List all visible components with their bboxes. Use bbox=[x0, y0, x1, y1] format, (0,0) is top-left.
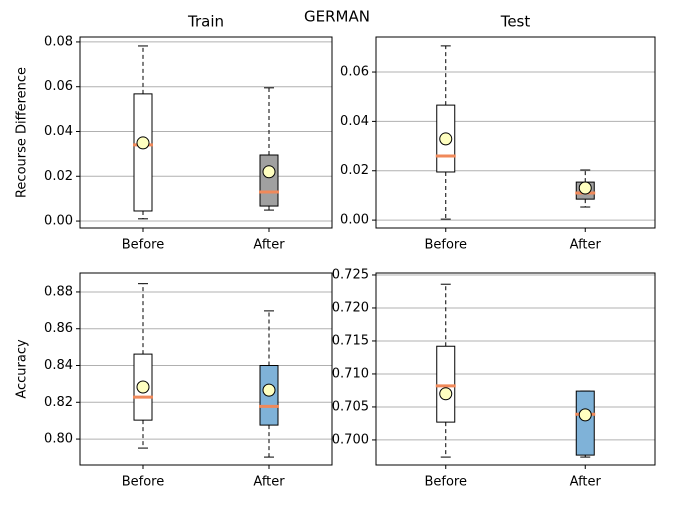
mean bbox=[439, 132, 453, 146]
y-tick-label: 0.04 bbox=[44, 124, 73, 139]
y-tick-label: 0.705 bbox=[332, 399, 369, 414]
axes-frame bbox=[79, 272, 333, 466]
mean bbox=[439, 387, 453, 401]
box bbox=[436, 345, 456, 423]
y-tick-label: 0.715 bbox=[332, 333, 369, 348]
x-tick-label: After bbox=[570, 238, 602, 253]
y-tick-label: 0.84 bbox=[44, 358, 73, 373]
panel-title: Test bbox=[500, 13, 531, 31]
y-tick-label: 0.82 bbox=[44, 395, 73, 410]
x-tick-label: Before bbox=[122, 238, 165, 253]
y-tick-label: 0.700 bbox=[332, 432, 369, 447]
figure-title: GERMAN bbox=[304, 8, 370, 26]
mean bbox=[578, 181, 592, 195]
panel-title: Train bbox=[187, 13, 224, 31]
y-tick-label: 0.00 bbox=[340, 213, 369, 228]
y-tick-label: 0.720 bbox=[332, 300, 369, 315]
axes-frame bbox=[375, 36, 656, 229]
box bbox=[259, 154, 279, 207]
y-tick-label: 0.00 bbox=[44, 214, 73, 229]
x-tick-label: After bbox=[253, 475, 285, 490]
y-tick-label: 0.08 bbox=[44, 34, 73, 49]
mean bbox=[262, 383, 276, 397]
x-tick-label: Before bbox=[122, 475, 165, 490]
mean bbox=[136, 136, 150, 150]
y-tick-label: 0.04 bbox=[340, 114, 369, 129]
x-tick-label: Before bbox=[424, 475, 467, 490]
axes-frame bbox=[79, 36, 333, 229]
y-tick-label: 0.710 bbox=[332, 366, 369, 381]
mean bbox=[136, 380, 150, 394]
axes-frame bbox=[375, 272, 656, 466]
box bbox=[133, 93, 153, 212]
y-tick-label: 0.02 bbox=[340, 163, 369, 178]
y-tick-label: 0.02 bbox=[44, 169, 73, 184]
y-axis-label: Accuracy bbox=[15, 339, 30, 399]
y-tick-label: 0.06 bbox=[44, 79, 73, 94]
mean bbox=[578, 408, 592, 422]
mean bbox=[262, 165, 276, 179]
x-tick-label: After bbox=[570, 475, 602, 490]
x-tick-label: After bbox=[253, 238, 285, 253]
x-tick-label: Before bbox=[424, 238, 467, 253]
y-tick-label: 0.88 bbox=[44, 284, 73, 299]
y-axis-label: Recourse Difference bbox=[15, 67, 30, 198]
y-tick-label: 0.86 bbox=[44, 321, 73, 336]
y-tick-label: 0.80 bbox=[44, 432, 73, 447]
y-tick-label: 0.06 bbox=[340, 65, 369, 80]
box bbox=[575, 390, 595, 456]
y-tick-label: 0.725 bbox=[332, 267, 369, 282]
